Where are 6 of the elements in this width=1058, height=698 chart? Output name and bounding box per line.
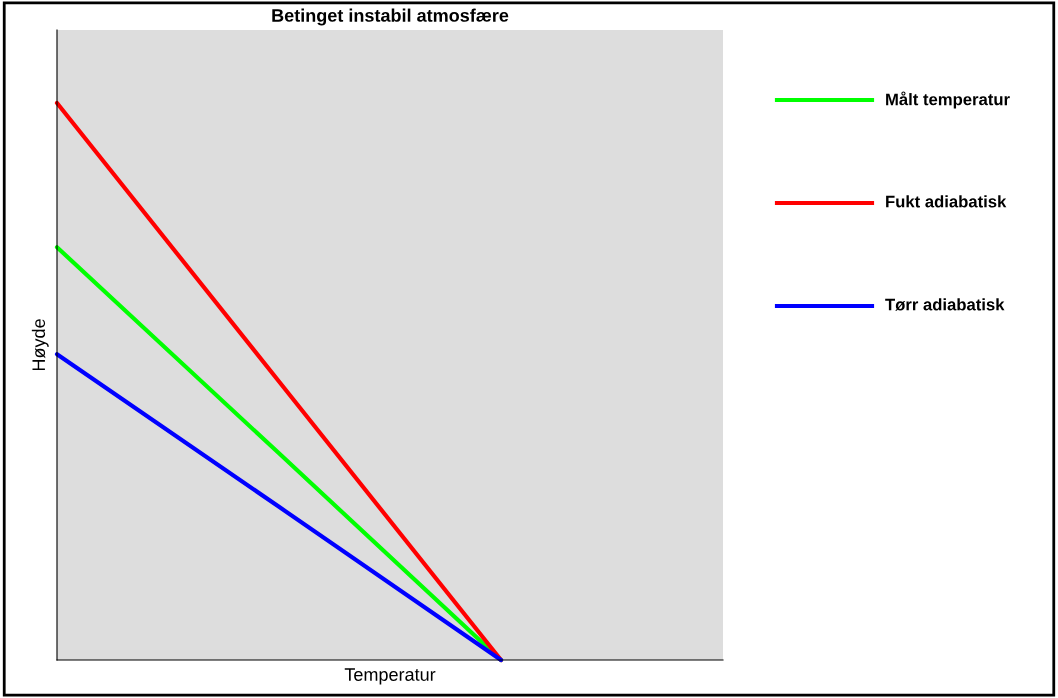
text: Målt temperatur xyxy=(886,91,1010,109)
x-axis-title: Temperatur xyxy=(344,668,436,685)
chart-title: Betinget instabil atmosfære xyxy=(272,8,509,26)
text: Tørr adiabatisk xyxy=(885,298,1005,311)
y-axis-title: Høyde xyxy=(31,319,49,371)
text: Fukt adiabatisk xyxy=(886,195,1007,208)
